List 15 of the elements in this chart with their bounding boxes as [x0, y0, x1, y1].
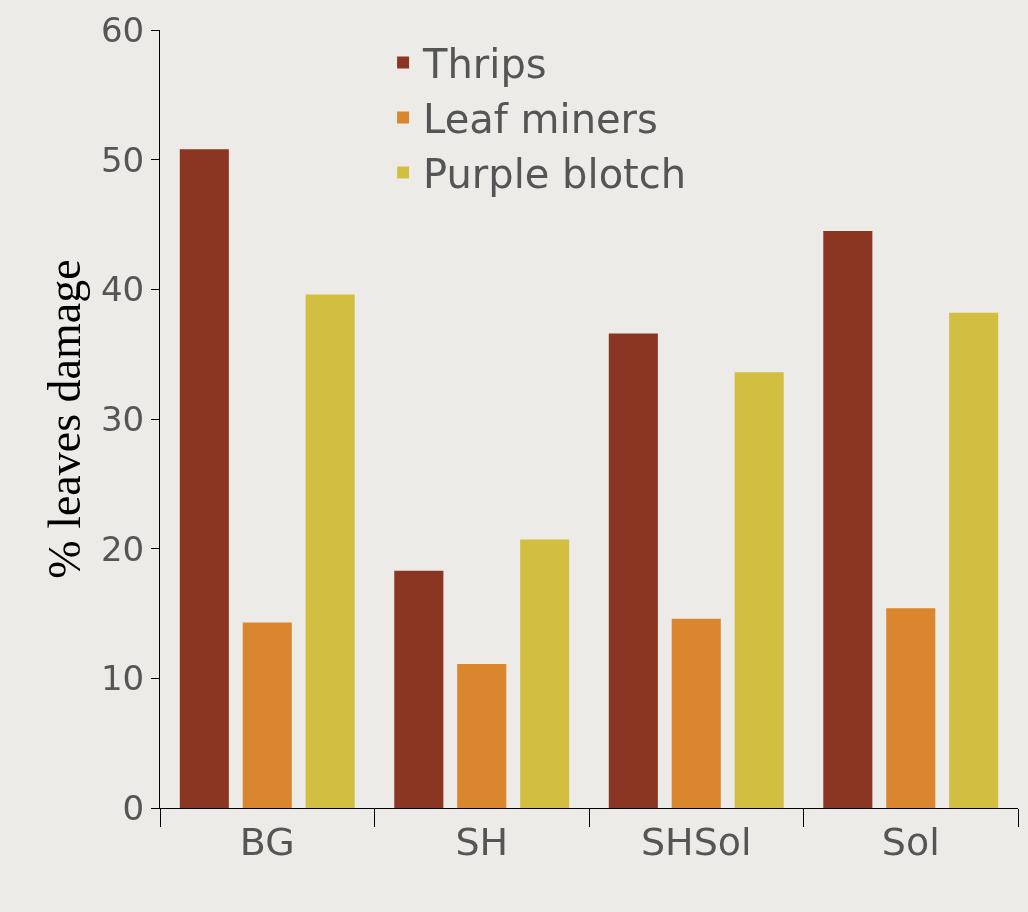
x-tick-label: Sol — [881, 819, 940, 864]
y-axis-title: % leaves damage — [39, 259, 91, 579]
x-tick-label: BG — [239, 819, 295, 864]
legend-label: Thrips — [422, 41, 547, 88]
y-tick-label: 60 — [100, 9, 145, 50]
legend-label: Leaf miners — [423, 96, 658, 143]
y-tick-label: 30 — [100, 398, 145, 439]
y-tick-label: 50 — [100, 139, 145, 180]
y-tick-label: 10 — [100, 658, 145, 699]
x-tick-label: SHSol — [640, 819, 752, 864]
y-tick-label: 0 — [122, 787, 145, 828]
y-tick-label: 20 — [100, 528, 145, 569]
legend-label: Purple blotch — [423, 151, 687, 198]
x-tick-label: SH — [455, 819, 509, 864]
y-tick-label: 40 — [100, 269, 145, 310]
